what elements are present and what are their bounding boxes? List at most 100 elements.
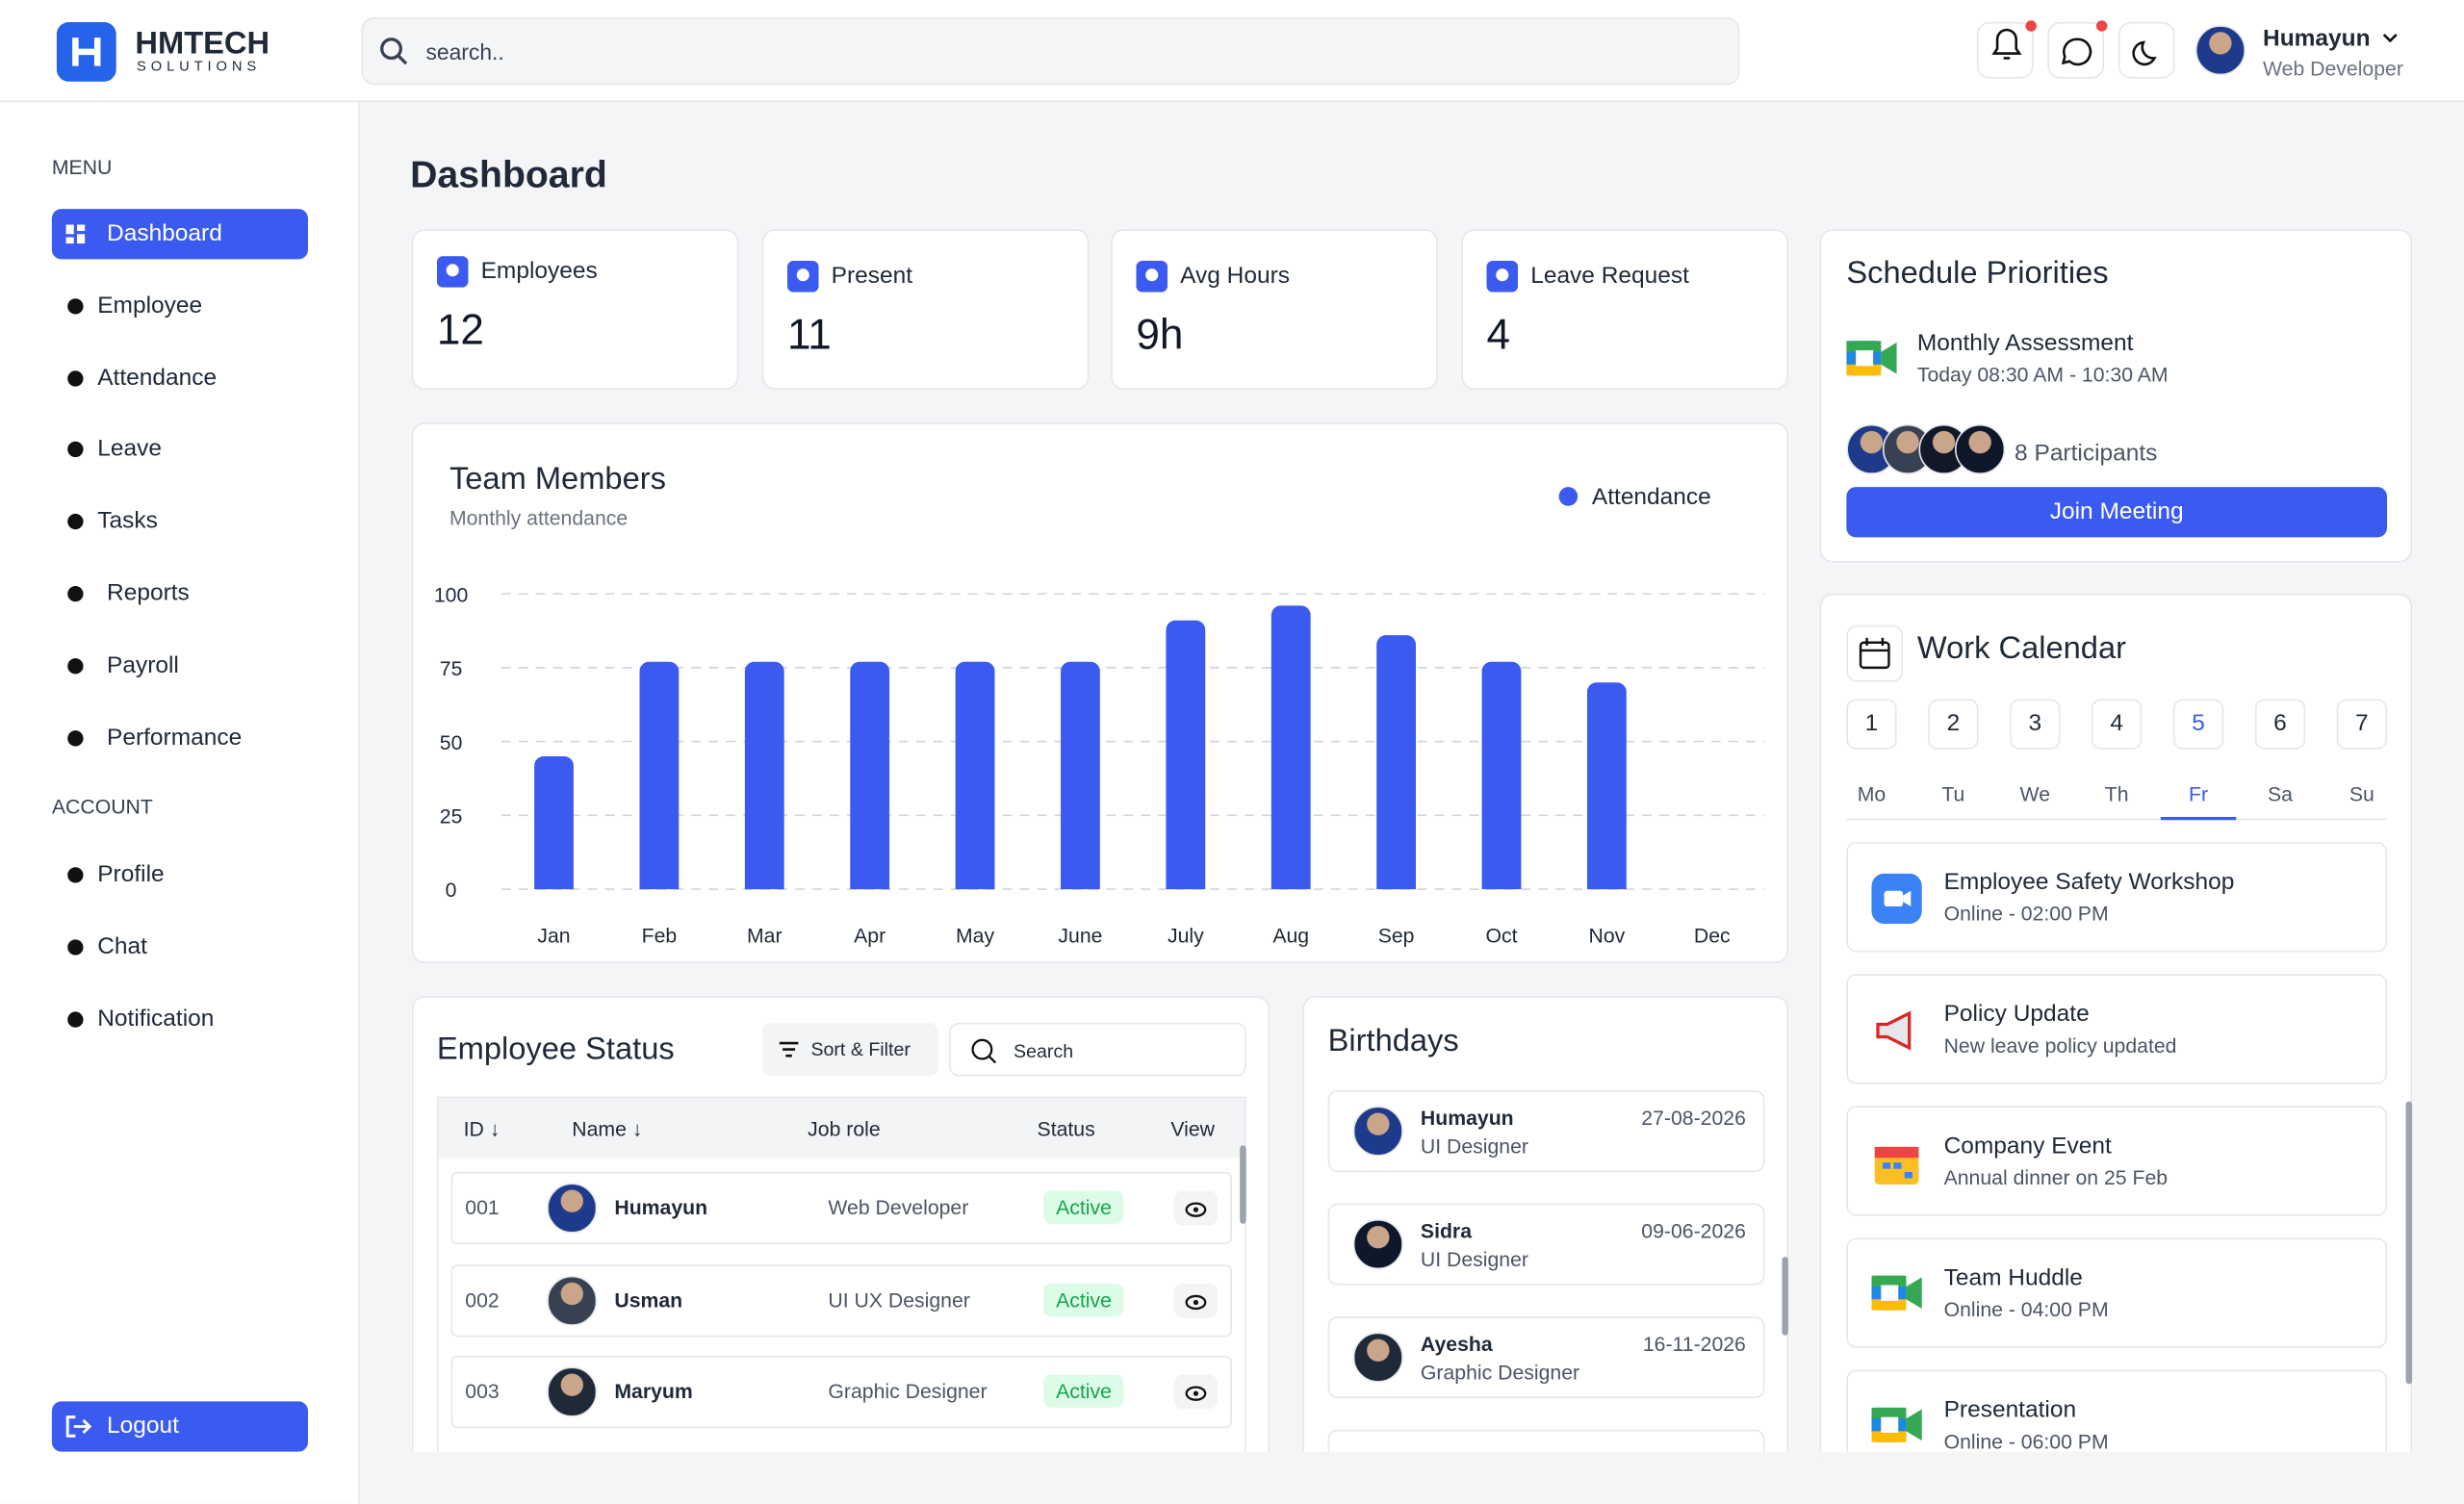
icon bbox=[1185, 1383, 1207, 1402]
menu-label: Attendance bbox=[97, 364, 218, 391]
birthday-date: 27-08-2026 bbox=[1641, 1106, 1746, 1130]
status-pill: Active bbox=[1043, 1374, 1125, 1408]
page-title: Dashboard bbox=[410, 153, 607, 197]
date-button[interactable]: 1 bbox=[1846, 699, 1897, 750]
search-label: Search bbox=[1014, 1039, 1074, 1062]
icon-graphic bbox=[1876, 1010, 1912, 1051]
bar bbox=[1166, 620, 1206, 890]
table-row: 001 Humayun Web Developer Active bbox=[450, 1171, 1232, 1245]
account-label: Chat bbox=[97, 932, 147, 960]
bar bbox=[1481, 661, 1522, 890]
table-row: 003 Maryum Graphic Designer Active bbox=[450, 1355, 1232, 1429]
day-label: Mo bbox=[1857, 782, 1886, 806]
search-box[interactable]: search.. bbox=[361, 16, 1740, 86]
menu-label: Leave bbox=[97, 435, 162, 463]
menu-item[interactable]: Reports bbox=[52, 569, 308, 619]
menu-item[interactable]: Performance bbox=[52, 713, 308, 763]
date-button[interactable]: 3 bbox=[2010, 699, 2061, 750]
stat-label: Employees bbox=[480, 257, 598, 285]
join-button[interactable]: Join Meeting bbox=[1846, 487, 2387, 538]
day-divider bbox=[1846, 818, 2387, 821]
avatar bbox=[1352, 1106, 1403, 1157]
event-item: Company Event Annual dinner on 25 Feb bbox=[1846, 1106, 2387, 1216]
icon-button[interactable] bbox=[1976, 20, 2037, 79]
logout-button[interactable]: Logout bbox=[51, 1401, 308, 1452]
icon-graphic bbox=[2132, 40, 2157, 66]
icon bbox=[64, 654, 87, 676]
icon-graphic bbox=[1185, 1386, 1207, 1401]
notification-dot bbox=[2025, 20, 2037, 32]
account-heading: ACCOUNT bbox=[51, 795, 153, 819]
x-tick-label: Aug bbox=[1272, 926, 1309, 948]
icon-graphic bbox=[1846, 625, 1904, 682]
menu-item[interactable]: Payroll bbox=[52, 641, 308, 691]
x-tick-label: Feb bbox=[642, 926, 678, 948]
icon-graphic bbox=[436, 256, 469, 288]
birthday-item: Sidra UI Designer 09-06-2026 bbox=[1327, 1203, 1765, 1286]
icon-graphic bbox=[971, 1038, 997, 1064]
birthday-role: UI Designer bbox=[1420, 1134, 1528, 1159]
menu-label: Performance bbox=[107, 723, 243, 751]
event-subtitle: Annual dinner on 25 Feb bbox=[1943, 1165, 2169, 1189]
bar bbox=[1586, 682, 1627, 890]
employee-status-card: Employee Status Sort & Filter Search ID ↓ Na… bbox=[411, 996, 1270, 1469]
avatar bbox=[547, 1274, 598, 1326]
stat-value: 11 bbox=[786, 311, 832, 359]
event-icon bbox=[1871, 1401, 1925, 1451]
event-title: Company Event bbox=[1943, 1133, 2112, 1160]
icon bbox=[1185, 1199, 1207, 1218]
day-label: Tu bbox=[1941, 782, 1965, 806]
header: HMTECH SOLUTIONS search.. Humayun Web Develo… bbox=[0, 0, 2464, 103]
icon-graphic bbox=[779, 1041, 799, 1058]
x-tick-label: Nov bbox=[1589, 926, 1626, 948]
meeting-title: Monthly Assessment bbox=[1916, 329, 2134, 357]
view-button[interactable] bbox=[1173, 1283, 1219, 1317]
date-button[interactable]: 6 bbox=[2254, 699, 2306, 750]
meeting-time: Today 08:30 AM - 10:30 AM bbox=[1916, 363, 2169, 387]
icon bbox=[1486, 261, 1519, 293]
icon-graphic bbox=[1871, 1407, 1922, 1442]
date-button[interactable]: 4 bbox=[2092, 699, 2143, 750]
day-label: We bbox=[2019, 782, 2050, 806]
icon-graphic bbox=[2382, 33, 2398, 43]
event-subtitle: Online - 04:00 PM bbox=[1943, 1297, 2109, 1322]
date-button[interactable]: 2 bbox=[1928, 699, 1979, 750]
menu-item[interactable]: Dashboard bbox=[51, 209, 308, 260]
view-button[interactable] bbox=[1173, 1374, 1219, 1410]
bar bbox=[639, 661, 680, 890]
icon-button[interactable] bbox=[2118, 21, 2175, 79]
sort-filter-button[interactable]: Sort & Filter bbox=[761, 1022, 938, 1077]
icon-button[interactable] bbox=[2047, 20, 2108, 79]
brand-name: HMTECH bbox=[135, 26, 270, 62]
day-label: Sa bbox=[2267, 782, 2293, 806]
icon bbox=[1979, 27, 2036, 77]
icon-graphic bbox=[67, 867, 84, 883]
menu-item[interactable]: Attendance bbox=[52, 353, 308, 403]
icon-graphic bbox=[67, 729, 84, 746]
icon bbox=[64, 583, 87, 605]
section-title: Schedule Priorities bbox=[1846, 256, 2109, 292]
birthday-date: 09-06-2026 bbox=[1641, 1218, 1746, 1243]
date-button[interactable]: 7 bbox=[2336, 699, 2387, 750]
y-tick-label: 25 bbox=[440, 806, 463, 828]
menu-item[interactable]: Tasks bbox=[52, 497, 308, 547]
date-button[interactable]: 5 bbox=[2172, 699, 2224, 750]
stat-card: Employees 12 bbox=[411, 229, 739, 390]
table: ID ↓ Name ↓ Job role Status View 001 Humayun We… bbox=[436, 1096, 1246, 1469]
icon bbox=[64, 1007, 87, 1030]
account-item[interactable]: Notification bbox=[52, 994, 308, 1044]
icon-graphic bbox=[67, 938, 84, 956]
account-item[interactable]: Chat bbox=[52, 922, 308, 972]
icon-graphic bbox=[1136, 261, 1168, 293]
bar bbox=[850, 661, 890, 890]
view-button[interactable] bbox=[1173, 1190, 1219, 1226]
menu-item[interactable]: Leave bbox=[52, 424, 308, 474]
row-id: 002 bbox=[465, 1287, 500, 1312]
menu-item[interactable]: Employee bbox=[52, 281, 308, 331]
icon-graphic bbox=[65, 224, 86, 244]
stat-card: Present 11 bbox=[761, 229, 1090, 390]
column-header: Name ↓ bbox=[572, 1116, 643, 1141]
row-role: Graphic Designer bbox=[828, 1379, 988, 1403]
account-item[interactable]: Profile bbox=[52, 850, 308, 900]
table-search[interactable]: Search bbox=[949, 1022, 1246, 1077]
